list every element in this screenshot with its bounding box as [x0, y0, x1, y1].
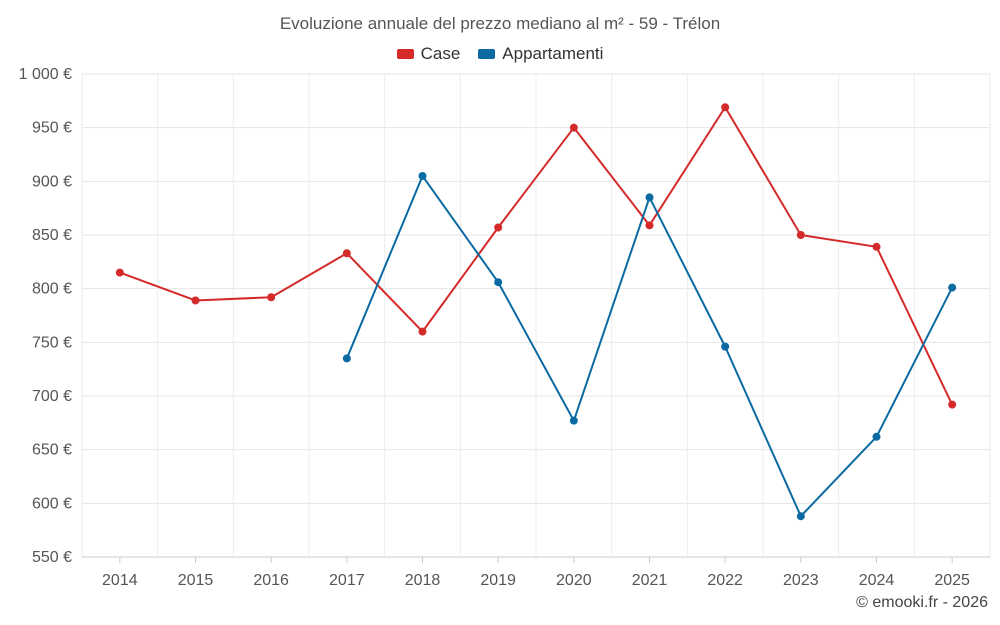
x-tick-label: 2015	[178, 572, 214, 589]
y-tick-label: 650 €	[32, 442, 72, 459]
x-tick-label: 2016	[253, 572, 289, 589]
legend-item-case[interactable]: Case	[396, 44, 461, 64]
legend-swatch-appartamenti	[478, 49, 496, 59]
data-point-appartamenti	[342, 354, 351, 363]
y-tick-label: 950 €	[32, 120, 72, 137]
x-tick-label: 2025	[934, 572, 970, 589]
y-tick-label: 800 €	[32, 281, 72, 298]
series-layer	[115, 103, 957, 521]
data-point-appartamenti	[948, 283, 957, 292]
x-tick-label: 2022	[707, 572, 743, 589]
data-point-appartamenti	[569, 416, 578, 425]
x-tick-label: 2017	[329, 572, 365, 589]
x-tick-label: 2024	[859, 572, 895, 589]
legend-label-appartamenti: Appartamenti	[502, 44, 604, 63]
y-tick-label: 600 €	[32, 495, 72, 512]
data-point-case	[569, 123, 578, 132]
x-tick-label: 2023	[783, 572, 819, 589]
y-tick-label: 700 €	[32, 388, 72, 405]
data-point-case	[948, 400, 957, 409]
x-tick-label: 2021	[632, 572, 668, 589]
data-point-appartamenti	[645, 193, 654, 202]
chart-legend: Case Appartamenti	[0, 44, 1000, 64]
y-tick-label: 900 €	[32, 173, 72, 190]
copyright-credit: © emooki.fr - 2026	[856, 594, 988, 611]
data-point-appartamenti	[872, 432, 881, 441]
data-point-appartamenti	[721, 342, 730, 351]
x-tick-label: 2018	[405, 572, 441, 589]
data-point-case	[645, 221, 654, 230]
legend-item-appartamenti[interactable]: Appartamenti	[478, 44, 603, 64]
x-tick-label: 2019	[480, 572, 516, 589]
data-point-case	[721, 103, 730, 112]
series-line-case	[119, 106, 954, 406]
legend-label-case: Case	[420, 44, 461, 63]
x-tick-label: 2020	[556, 572, 592, 589]
data-point-appartamenti	[418, 171, 427, 180]
data-point-case	[342, 249, 351, 258]
data-point-case	[191, 296, 200, 305]
data-point-case	[267, 293, 276, 302]
x-tick-label: 2014	[102, 572, 138, 589]
data-point-case	[872, 242, 881, 251]
data-point-case	[115, 268, 124, 277]
data-point-appartamenti	[494, 278, 503, 287]
grid-lines	[81, 73, 991, 558]
chart-title: Evoluzione annuale del prezzo mediano al…	[279, 14, 721, 33]
data-point-appartamenti	[796, 512, 805, 521]
data-point-case	[418, 327, 427, 336]
legend-swatch-case	[396, 49, 414, 59]
y-tick-label: 750 €	[32, 334, 72, 351]
y-tick-label: 1 000 €	[19, 66, 72, 83]
y-tick-label: 850 €	[32, 227, 72, 244]
data-point-case	[494, 223, 503, 232]
data-point-case	[796, 231, 805, 239]
y-tick-label: 550 €	[32, 549, 72, 566]
axes: 550 € 600 € 650 € 700 € 750 € 800 € 850 € 900 €…	[19, 66, 990, 589]
